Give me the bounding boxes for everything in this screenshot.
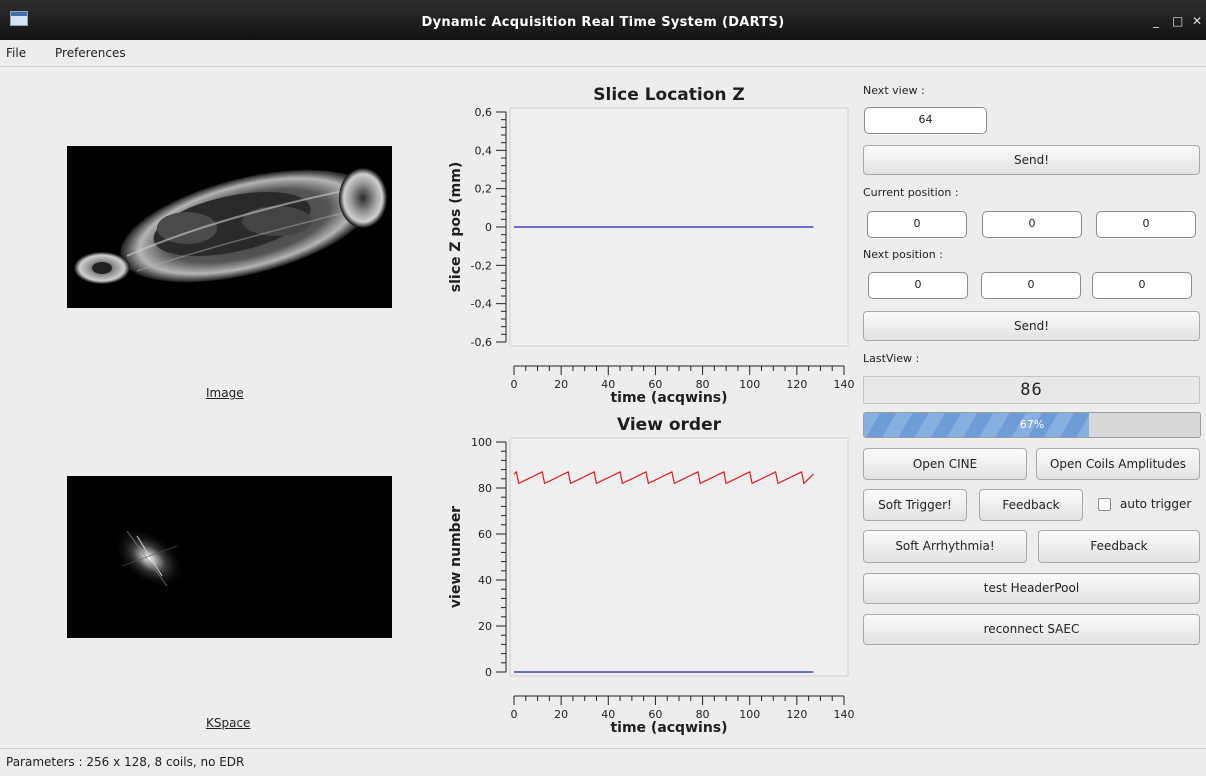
progress-fill [864, 413, 1090, 437]
y-tick-label: 0,4 [475, 144, 493, 157]
menu-bar: File Preferences [0, 40, 1206, 67]
current-position-z-field[interactable]: 0 [1096, 211, 1196, 238]
y-tick-label: 0 [485, 666, 492, 679]
x-tick-label: 80 [696, 378, 710, 391]
x-tick-label: 0 [511, 378, 518, 391]
kspace-view[interactable] [67, 476, 392, 638]
next-position-label: Next position : [863, 248, 943, 261]
y-tick-label: 0,2 [475, 183, 493, 196]
menu-preferences[interactable]: Preferences [55, 46, 126, 60]
next-position-x-field[interactable]: 0 [868, 272, 968, 299]
y-tick-label: 80 [478, 482, 492, 495]
current-position-x-field[interactable]: 0 [867, 211, 967, 238]
next-position-z-field[interactable]: 0 [1092, 272, 1192, 299]
x-tick-label: 140 [834, 708, 855, 721]
auto-trigger-checkbox[interactable] [1098, 498, 1111, 511]
y-tick-label: 40 [478, 574, 492, 587]
image-view[interactable] [67, 146, 392, 308]
window-title: Dynamic Acquisition Real Time System (DA… [421, 15, 785, 30]
x-tick-label: 100 [739, 708, 760, 721]
y-tick-label: 60 [478, 528, 492, 541]
soft-arrhythmia-button[interactable]: Soft Arrhythmia! [863, 530, 1027, 563]
open-coils-amplitudes-button[interactable]: Open Coils Amplitudes [1036, 448, 1200, 480]
test-headerpool-button[interactable]: test HeaderPool [863, 573, 1200, 604]
x-axis-label: time (acqwins) [610, 720, 727, 736]
chart-title: Slice Location Z [593, 85, 744, 105]
x-tick-label: 60 [648, 378, 662, 391]
kspace-image [113, 527, 185, 589]
current-position-y-field[interactable]: 0 [982, 211, 1082, 238]
feedback-arrhythmia-button[interactable]: Feedback [1038, 530, 1200, 563]
progress-text: 67% [1019, 418, 1045, 431]
image-label: Image [206, 386, 244, 400]
x-tick-label: 140 [834, 378, 855, 391]
maximize-icon[interactable]: □ [1172, 14, 1184, 28]
next-view-label: Next view : [863, 84, 925, 97]
x-tick-label: 120 [786, 708, 807, 721]
next-position-y-field[interactable]: 0 [981, 272, 1081, 299]
view-order-plot: View order 100 80 60 40 20 0 0 20 40 60 80 100 120 140… [418, 408, 858, 744]
slice-location-plot: Slice Location Z 0,6 0,4 0,2 0 -0,2 -0,4 -0,6 0 2… [418, 78, 858, 408]
last-view-display: 86 [863, 376, 1200, 404]
next-view-input[interactable]: 64 [864, 107, 987, 134]
app-window-icon [10, 11, 28, 26]
y-tick-label: 100 [471, 436, 492, 449]
series-line-0 [513, 470, 814, 485]
status-text: Parameters : 256 x 128, 8 coils, no EDR [6, 755, 245, 769]
x-tick-label: 40 [601, 378, 615, 391]
x-tick-label: 120 [786, 378, 807, 391]
reconnect-saec-button[interactable]: reconnect SAEC [863, 614, 1200, 645]
x-tick-label: 40 [601, 708, 615, 721]
open-cine-button[interactable]: Open CINE [863, 448, 1027, 480]
y-tick-label: 20 [478, 620, 492, 633]
x-tick-label: 20 [554, 378, 568, 391]
feedback-trigger-button[interactable]: Feedback [979, 489, 1083, 521]
x-tick-label: 80 [696, 708, 710, 721]
y-axis-label: view number [448, 506, 464, 608]
menu-file[interactable]: File [6, 46, 27, 60]
x-tick-label: 60 [648, 708, 662, 721]
x-tick-label: 100 [739, 378, 760, 391]
title-bar: Dynamic Acquisition Real Time System (DA… [0, 0, 1206, 40]
send-next-view-button[interactable]: Send! [863, 145, 1200, 175]
progress-bar: 67% [863, 412, 1201, 438]
chart-title: View order [617, 415, 722, 435]
y-axis-label: slice Z pos (mm) [448, 162, 464, 292]
minimize-icon[interactable]: _ [1153, 14, 1159, 28]
y-tick-label: 0 [485, 221, 492, 234]
current-position-label: Current position : [863, 186, 959, 199]
x-tick-label: 0 [511, 708, 518, 721]
x-tick-label: 20 [554, 708, 568, 721]
close-icon[interactable]: ✕ [1192, 14, 1203, 28]
mri-image [74, 168, 387, 284]
y-tick-label: 0,6 [475, 106, 493, 119]
last-view-label: LastView : [863, 352, 920, 365]
auto-trigger-label[interactable]: auto trigger [1120, 497, 1192, 511]
plot-area [509, 437, 849, 677]
y-tick-label: -0,6 [471, 336, 492, 349]
x-axis-label: time (acqwins) [610, 390, 727, 406]
send-next-position-button[interactable]: Send! [863, 311, 1200, 341]
kspace-label: KSpace [206, 716, 251, 730]
soft-trigger-button[interactable]: Soft Trigger! [863, 489, 967, 521]
y-tick-label: -0,2 [471, 259, 492, 272]
y-tick-label: -0,4 [471, 298, 492, 311]
status-bar: Parameters : 256 x 128, 8 coils, no EDR [0, 748, 1206, 776]
